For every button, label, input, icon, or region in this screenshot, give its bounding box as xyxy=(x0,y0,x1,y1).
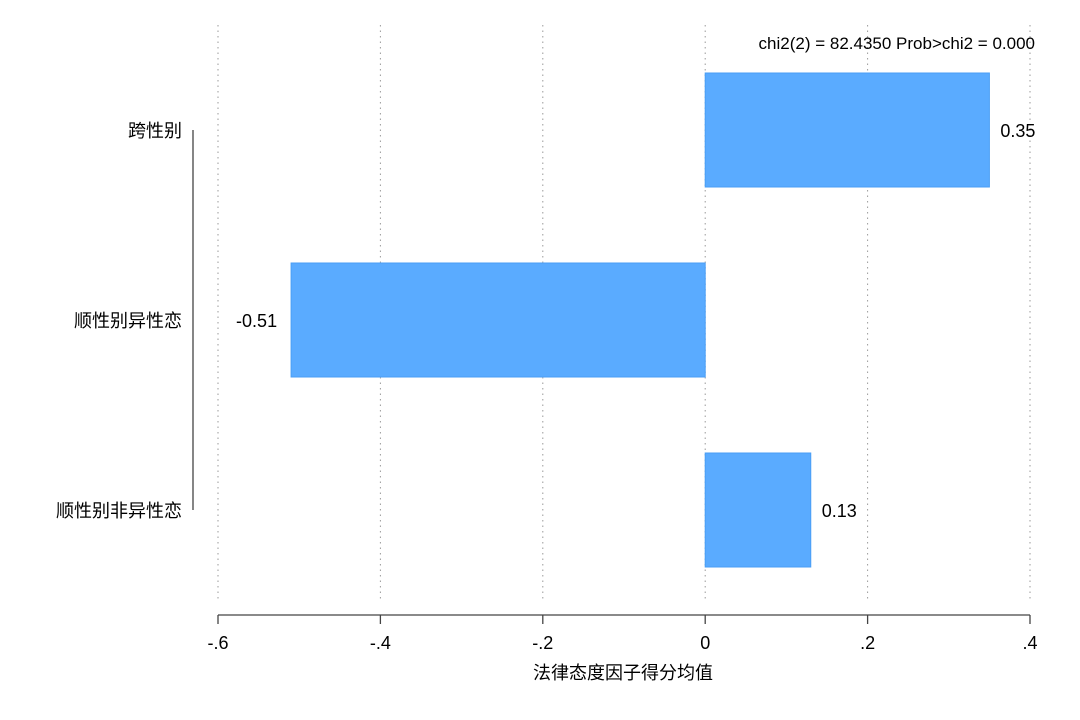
chi2-annotation: chi2(2) = 82.4350 Prob>chi2 = 0.000 xyxy=(759,34,1035,53)
bar-value-label: 0.35 xyxy=(1000,121,1035,141)
bars xyxy=(290,72,990,568)
x-tick-label: -.6 xyxy=(207,633,228,653)
category-label: 跨性别 xyxy=(128,121,182,142)
x-tick-label: .2 xyxy=(860,633,875,653)
x-axis: -.6 -.4 -.2 0 .2 .4 xyxy=(207,614,1038,653)
bar-value-labels: 0.35 -0.51 0.13 xyxy=(236,121,1035,521)
category-label: 顺性别非异性恋 xyxy=(56,500,182,522)
bar xyxy=(704,72,990,188)
bar-value-label: 0.13 xyxy=(822,501,857,521)
bar xyxy=(290,262,706,378)
x-tick-label: .4 xyxy=(1022,633,1037,653)
category-label: 顺性别异性恋 xyxy=(74,310,182,332)
x-tick-label: 0 xyxy=(700,633,710,653)
x-tick-label: -.2 xyxy=(532,633,553,653)
x-tick-label: -.4 xyxy=(370,633,391,653)
bar xyxy=(704,452,812,568)
bar-value-label: -0.51 xyxy=(236,311,277,331)
x-axis-label: 法律态度因子得分均值 xyxy=(533,663,713,684)
